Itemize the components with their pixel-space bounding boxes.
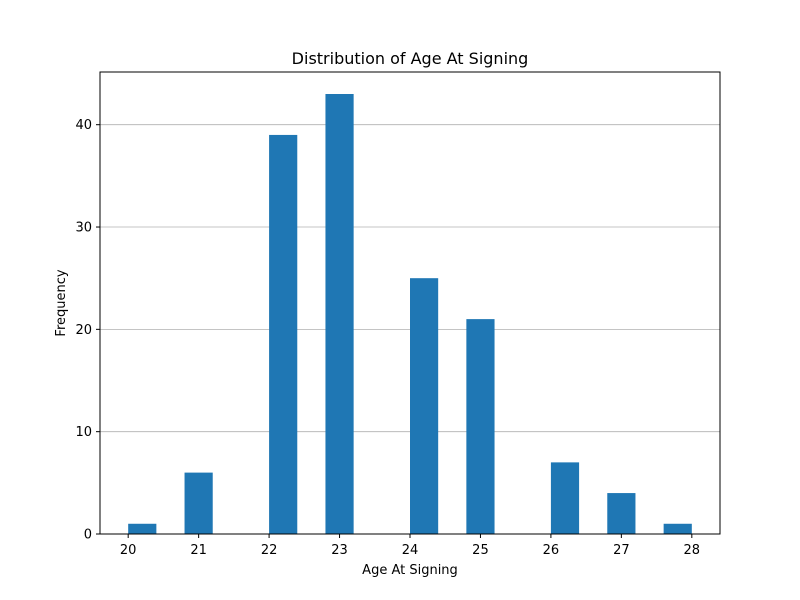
histogram-bar (410, 278, 439, 534)
histogram-bar (607, 493, 636, 534)
x-tick-label: 22 (261, 543, 278, 558)
x-tick-label: 25 (472, 543, 489, 558)
x-tick-label: 27 (613, 543, 630, 558)
x-axis-ticks: 20 21 22 23 24 25 26 27 28 (120, 534, 700, 558)
histogram-bar (325, 94, 354, 534)
y-axis-ticks: 0 10 20 30 40 (75, 118, 100, 543)
y-axis-label: Frequency (54, 269, 69, 336)
y-tick-label: 30 (75, 221, 92, 236)
x-tick-label: 24 (402, 543, 419, 558)
histogram-bar (269, 134, 298, 534)
x-tick-label: 20 (120, 543, 137, 558)
histogram-bar (550, 462, 580, 534)
y-tick-label: 40 (75, 118, 92, 133)
bars-group (128, 94, 692, 534)
x-tick-label: 26 (543, 543, 560, 558)
x-tick-label: 28 (684, 543, 701, 558)
x-tick-label: 21 (190, 543, 207, 558)
histogram-bar (663, 523, 692, 534)
y-tick-label: 10 (75, 425, 92, 440)
histogram-bar (184, 472, 213, 534)
y-tick-label: 20 (75, 323, 92, 338)
chart-title: Distribution of Age At Signing (292, 49, 529, 68)
y-tick-label: 0 (84, 528, 92, 543)
histogram-bar (466, 319, 495, 534)
histogram-bar (128, 523, 157, 534)
x-tick-label: 23 (331, 543, 348, 558)
x-axis-label: Age At Signing (362, 563, 458, 578)
